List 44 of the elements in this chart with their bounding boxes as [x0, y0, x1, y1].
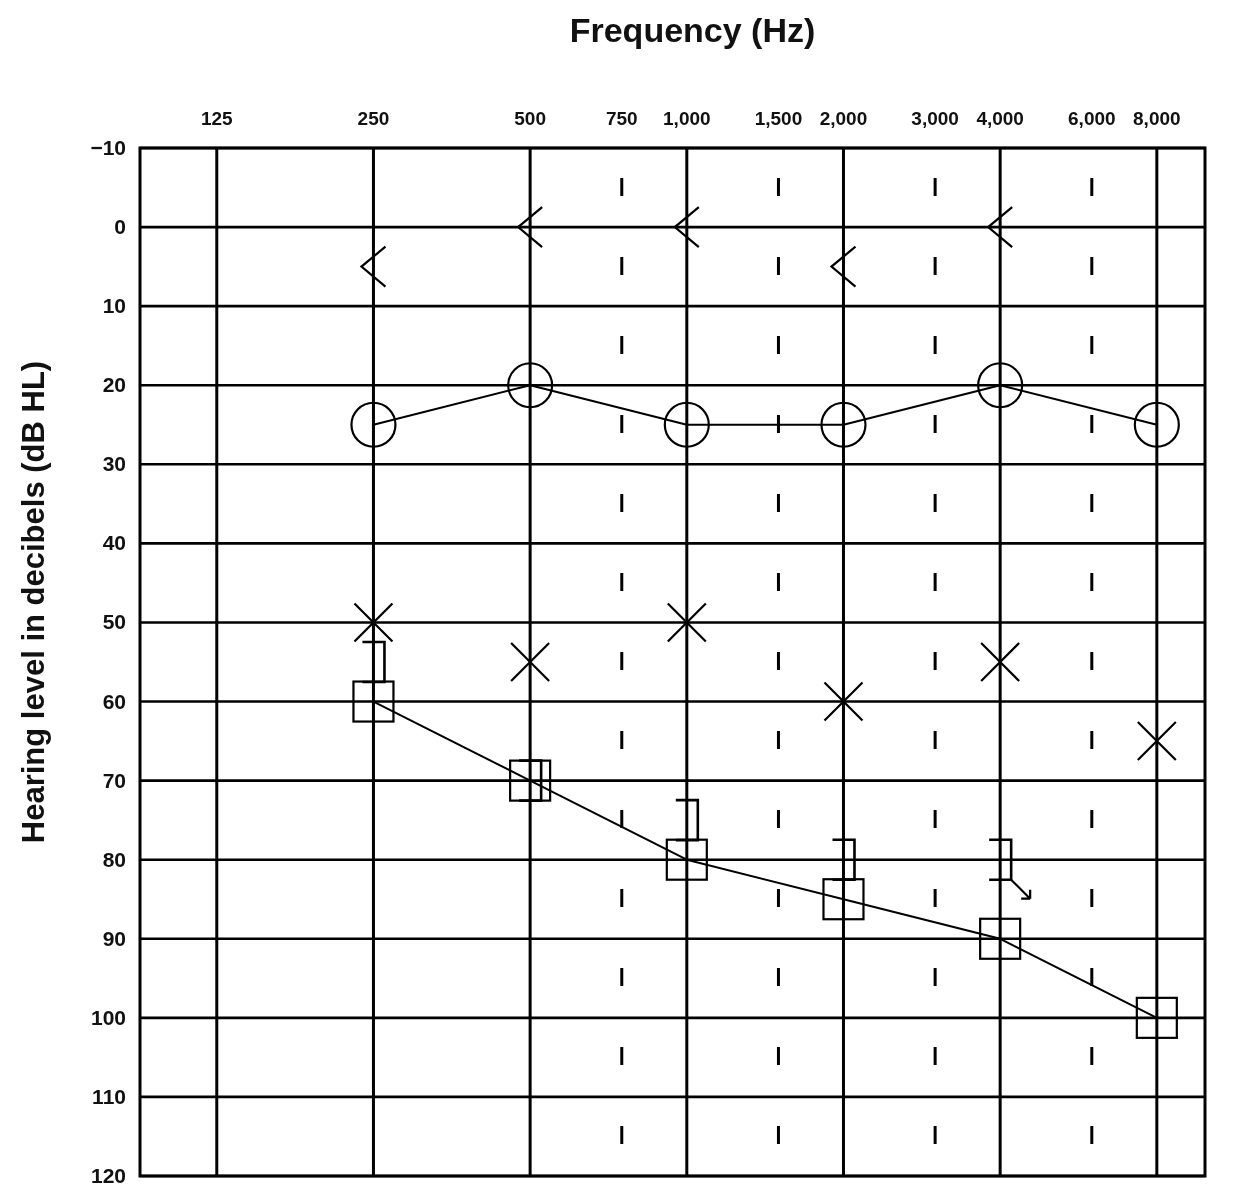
point: [1136, 720, 1177, 762]
y-tick-label: 50: [102, 610, 126, 634]
y-tick-label: 70: [102, 768, 126, 792]
y-tick-label: 10: [102, 294, 126, 318]
x-tick-label: 125: [200, 107, 234, 129]
point: [820, 401, 867, 448]
y-tick-label: 100: [90, 1005, 126, 1029]
x-tick-label: 250: [357, 107, 390, 129]
point: [1135, 996, 1178, 1039]
y-tick-label: 60: [102, 689, 126, 713]
point: [980, 641, 1021, 683]
x-tick-label: 750: [605, 107, 638, 129]
x-axis-title: Frequency (Hz): [569, 11, 816, 49]
x-tick-label: 8,000: [1133, 107, 1181, 129]
x-tick-label: 2,000: [819, 107, 868, 129]
point: [822, 878, 865, 921]
point: [977, 362, 1024, 409]
x-tick-label: 4,000: [976, 107, 1024, 129]
y-tick-label: 20: [102, 373, 126, 397]
y-tick-label: 0: [114, 215, 126, 239]
x-tick-label: 6,000: [1068, 107, 1116, 129]
point: [979, 917, 1022, 960]
point: [1133, 401, 1180, 448]
point: [352, 680, 395, 723]
point: [510, 641, 551, 683]
y-axis-title: Hearing level in decibels (dB HL): [16, 360, 51, 844]
y-tick-label: 40: [102, 531, 126, 555]
y-tick-label: 120: [90, 1164, 126, 1187]
point: [665, 838, 708, 881]
y-tick-label: 110: [92, 1084, 126, 1108]
point: [823, 681, 864, 722]
x-tick-label: 3,000: [911, 107, 959, 129]
x-tick-label: 500: [514, 107, 546, 129]
point: [663, 401, 710, 448]
x-tick-label: 1,000: [663, 107, 711, 129]
y-tick-label: 90: [102, 926, 126, 950]
point: [666, 602, 707, 643]
point: [353, 602, 394, 643]
point: [350, 401, 397, 448]
y-tick-label: 80: [102, 847, 126, 871]
y-tick-label: −10: [90, 136, 126, 159]
y-tick-label: 30: [102, 452, 126, 476]
point: [507, 362, 554, 409]
x-tick-label: 1,500: [754, 107, 803, 129]
